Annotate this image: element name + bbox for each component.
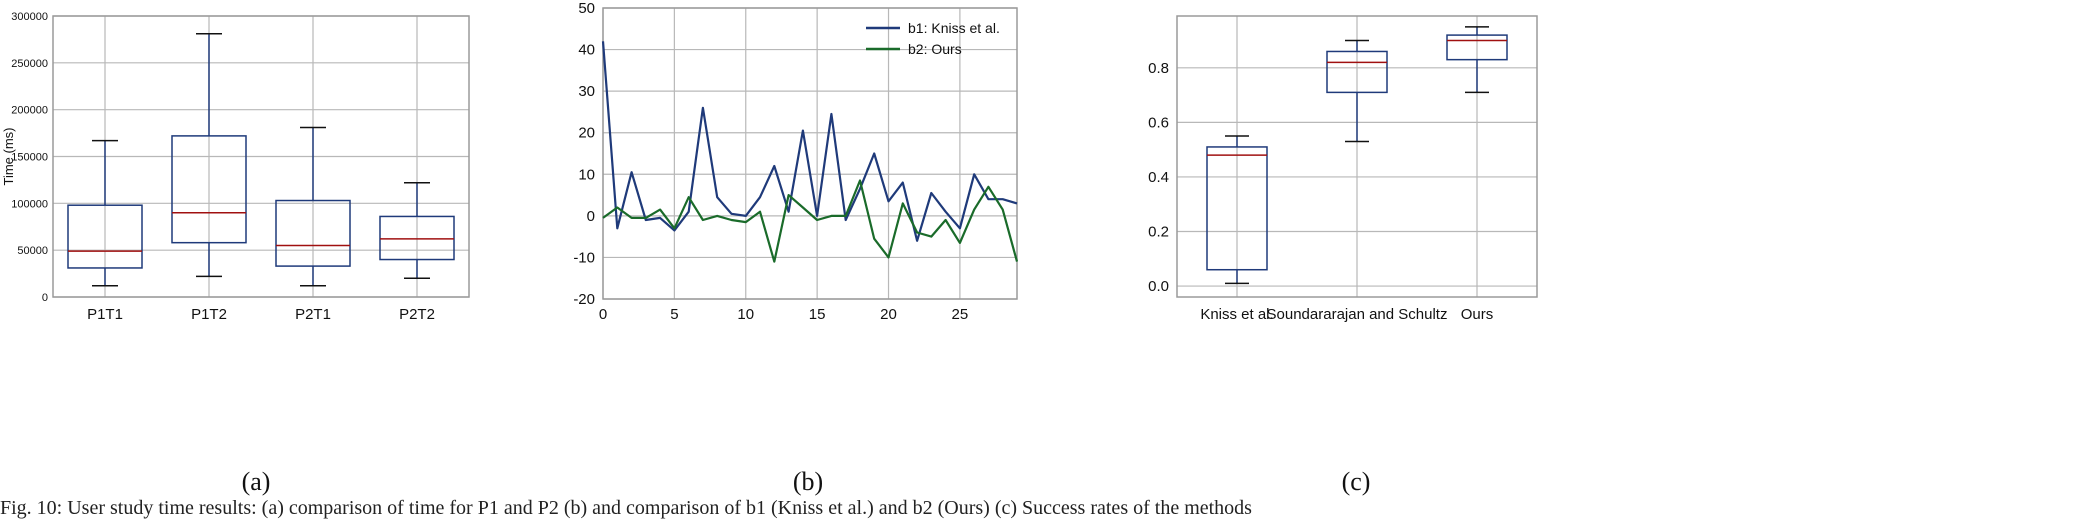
box-method-0 <box>1206 146 1268 271</box>
chart-a-time-boxplot: 0 50000 100000 150000 200000 250000 300000 P1T1… <box>1 11 470 323</box>
figure-footer-text: Fig. 10: User study time results: (a) co… <box>0 497 1252 519</box>
plot-frame <box>602 7 1018 300</box>
x-tick-label: P2T2 <box>399 306 435 323</box>
plot-frame <box>1176 15 1538 298</box>
box-p2t1 <box>275 199 351 267</box>
x-tick-label: Ours <box>1461 306 1494 323</box>
y-tick-label: 150000 <box>11 152 48 164</box>
caption-c: (c) <box>1342 467 1371 496</box>
y-tick-label: 300000 <box>11 11 48 23</box>
y-tick-label: 20 <box>578 125 595 142</box>
x-tick-label: P2T1 <box>295 306 331 323</box>
x-tick-label: P1T1 <box>87 306 123 323</box>
y-tick-label: 0.4 <box>1148 169 1169 186</box>
box-method-2 <box>1446 34 1508 61</box>
y-tick-label: 200000 <box>11 105 48 117</box>
x-tick-label: 15 <box>809 306 826 323</box>
box-p2t2 <box>379 215 455 261</box>
box-p1t2 <box>171 135 247 244</box>
x-tick-label: 5 <box>670 306 678 323</box>
y-tick-label: 250000 <box>11 58 48 70</box>
y-tick-label: 50000 <box>17 245 48 257</box>
y-tick-label: 0.2 <box>1148 224 1169 241</box>
series-line-b2-ours <box>602 179 1019 263</box>
x-tick-label: 0 <box>599 306 607 323</box>
series-line-b1-kniss <box>601 41 1018 242</box>
y-tick-label: -20 <box>573 291 595 308</box>
y-axis-label: Time (ms) <box>1 127 16 185</box>
legend-label: b2: Ours <box>908 41 962 57</box>
y-tick-label: 30 <box>578 83 595 100</box>
y-tick-label: 0.6 <box>1148 114 1169 131</box>
box-p1t1 <box>67 204 143 269</box>
caption-a: (a) <box>242 467 271 496</box>
y-tick-label: 0.0 <box>1148 278 1169 295</box>
y-tick-label: 100000 <box>11 198 48 210</box>
legend-label: b1: Kniss et al. <box>908 20 1000 36</box>
y-tick-label: 50 <box>578 0 595 17</box>
plot-frame <box>52 15 470 298</box>
box-method-1 <box>1326 50 1388 94</box>
x-tick-label: P1T2 <box>191 306 227 323</box>
y-tick-label: 0.8 <box>1148 60 1169 77</box>
y-tick-label: 0 <box>42 292 48 304</box>
y-tick-label: -10 <box>573 249 595 266</box>
y-tick-label: 0 <box>587 208 595 225</box>
caption-b: (b) <box>793 467 823 496</box>
x-tick-label: Soundararajan and Schultz <box>1267 306 1448 323</box>
x-tick-label: Kniss et al. <box>1200 306 1273 323</box>
chart-b-difference-line-chart: -20 -10 0 10 20 30 40 50 0 5 10 15 20 25 b1: Kniss et … <box>573 0 1019 323</box>
y-tick-label: 40 <box>578 42 595 59</box>
chart-c-success-rate-boxplot: 0.0 0.2 0.4 0.6 0.8 Kniss et al.Soundararajan… <box>1148 15 1538 323</box>
y-tick-label: 10 <box>578 166 595 183</box>
x-tick-label: 20 <box>880 306 897 323</box>
x-tick-label: 25 <box>952 306 969 323</box>
x-tick-label: 10 <box>737 306 754 323</box>
